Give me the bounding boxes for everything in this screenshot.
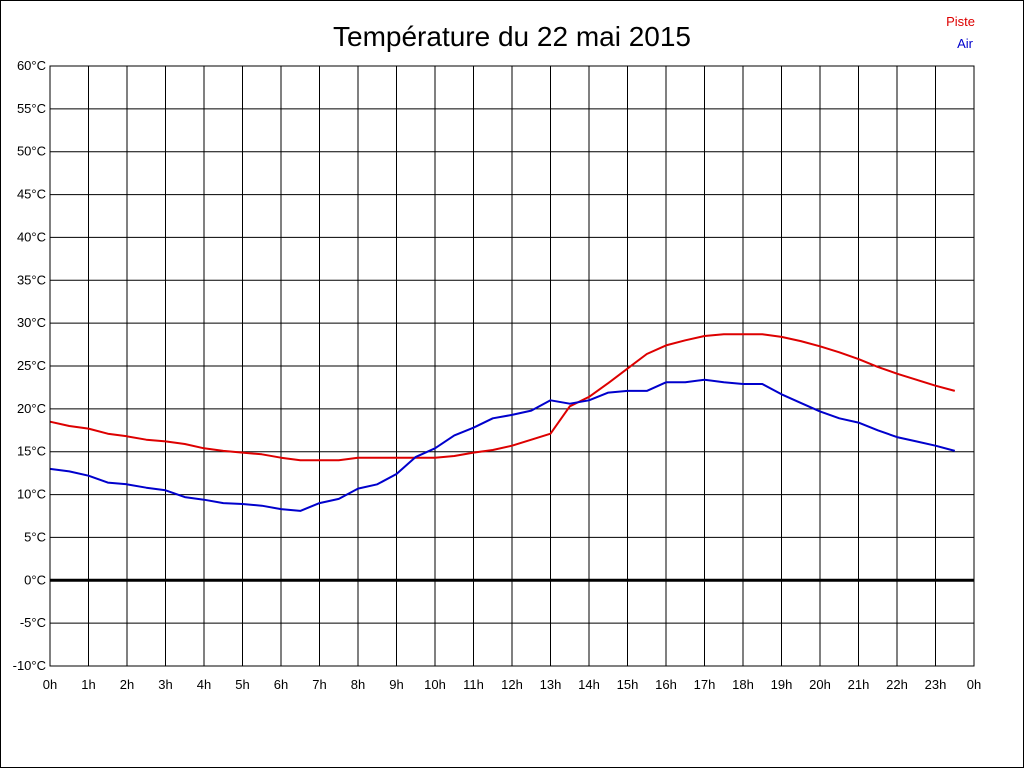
grid [49, 65, 975, 667]
y-tick-label: 30°C [17, 315, 46, 330]
x-tick-label: 5h [235, 677, 249, 692]
x-tick-label: 16h [655, 677, 677, 692]
y-tick-label: 45°C [17, 187, 46, 202]
x-tick-label: 2h [120, 677, 134, 692]
series-layer [49, 333, 956, 512]
x-tick-label: 1h [81, 677, 95, 692]
y-tick-label: 0°C [24, 572, 46, 587]
y-tick-label: 50°C [17, 144, 46, 159]
x-tick-label: 14h [578, 677, 600, 692]
plot-border [49, 65, 975, 667]
legend-piste: Piste [946, 14, 975, 29]
y-tick-label: 40°C [17, 229, 46, 244]
legend-air: Air [957, 36, 974, 51]
y-tick-label: 35°C [17, 272, 46, 287]
y-tick-label: 60°C [17, 58, 46, 73]
y-tick-label: -5°C [20, 615, 46, 630]
x-tick-label: 4h [197, 677, 211, 692]
x-tick-label: 17h [694, 677, 716, 692]
y-tick-label: 25°C [17, 358, 46, 373]
x-tick-label: 9h [389, 677, 403, 692]
series-line-air [49, 378, 956, 512]
x-tick-label: 20h [809, 677, 831, 692]
y-axis-labels: 60°C 55°C 50°C 45°C 40°C 35°C 30°C 25°C 20°C 15°C… [13, 58, 46, 673]
x-tick-label: 11h [463, 677, 484, 692]
x-tick-label: 13h [540, 677, 562, 692]
series-line-piste [49, 333, 956, 462]
y-tick-label: -10°C [13, 658, 46, 673]
x-tick-label: 7h [312, 677, 326, 692]
x-tick-label: 6h [274, 677, 288, 692]
y-tick-label: 5°C [24, 529, 46, 544]
x-tick-label: 0h [43, 677, 57, 692]
x-tick-label: 22h [886, 677, 908, 692]
y-tick-label: 20°C [17, 401, 46, 416]
x-tick-label: 3h [158, 677, 172, 692]
x-axis-labels: 0h 1h 2h 3h 4h 5h 6h 7h 8h 9h 10h 11h 12h 13h 14h 15h 16… [43, 677, 981, 692]
x-tick-label: 8h [351, 677, 365, 692]
x-tick-label: 12h [501, 677, 523, 692]
chart-title: Température du 22 mai 2015 [333, 21, 691, 52]
x-tick-label: 21h [848, 677, 870, 692]
y-tick-label: 55°C [17, 101, 46, 116]
x-tick-label: 10h [424, 677, 446, 692]
x-tick-label: 23h [925, 677, 947, 692]
x-tick-label: 15h [617, 677, 639, 692]
y-tick-label: 10°C [17, 487, 46, 502]
x-tick-label: 19h [771, 677, 793, 692]
x-tick-label: 18h [732, 677, 754, 692]
x-tick-label: 0h [967, 677, 981, 692]
y-tick-label: 15°C [17, 444, 46, 459]
